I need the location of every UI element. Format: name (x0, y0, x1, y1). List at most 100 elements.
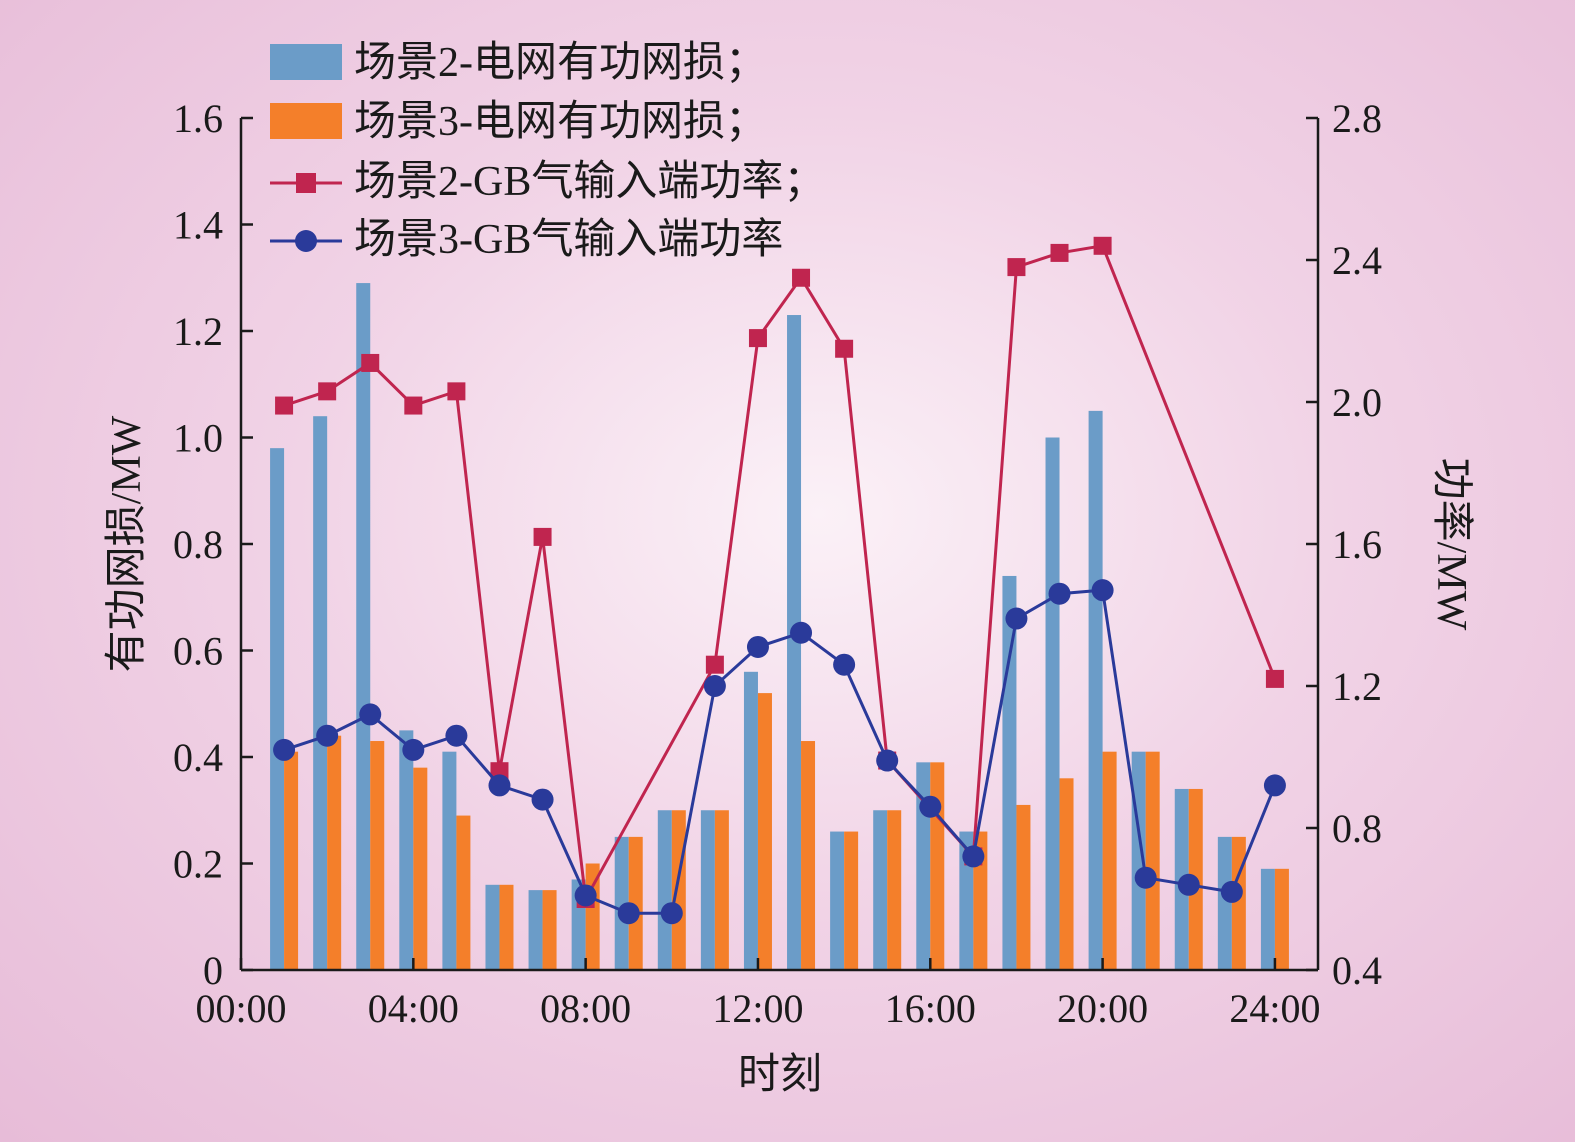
bar-series2-hour-5 (442, 751, 457, 970)
marker-series2-point-12 (748, 329, 767, 348)
bar-series3-hour-21 (1145, 751, 1160, 970)
marker-series2-point-24 (1265, 669, 1284, 688)
bar-series3-hour-3 (370, 741, 385, 970)
bar-series2-hour-15 (873, 810, 888, 970)
bar-series2-hour-24 (1260, 868, 1275, 970)
bar-series2-hour-2 (313, 416, 328, 970)
bar-series2-hour-19 (1045, 437, 1060, 970)
marker-series3-point-22 (1177, 873, 1200, 896)
x-tick-label: 08:00 (540, 986, 631, 1031)
line-series2 (283, 244, 1277, 904)
marker-series2-point-3 (361, 353, 380, 372)
marker-series3-point-15 (876, 749, 899, 772)
marker-series2-point-11 (705, 655, 724, 674)
bar-series2-hour-6 (485, 884, 500, 970)
legend-marker-square-scenario2 (296, 173, 316, 193)
marker-series2-point-14 (835, 339, 854, 358)
bar-series3-hour-2 (327, 735, 342, 970)
marker-series2-point-20 (1093, 236, 1112, 255)
x-axis-title: 时刻 (738, 1052, 822, 1098)
bar-series2-hour-1 (270, 448, 285, 970)
marker-series2-point-2 (318, 382, 337, 401)
legend-label-bar-scenario2: 场景2-电网有功网损； (354, 40, 767, 86)
marker-series3-point-1 (273, 738, 296, 761)
left-tick-label: 0.4 (173, 735, 223, 780)
marker-series3-point-13 (790, 621, 813, 644)
marker-series2-point-19 (1050, 243, 1069, 262)
bar-series3-hour-23 (1231, 836, 1246, 970)
bar-series2-hour-14 (830, 831, 845, 970)
marker-series2-point-4 (404, 396, 423, 415)
bar-series3-hour-19 (1059, 778, 1074, 970)
marker-series3-point-14 (833, 653, 856, 676)
ticks-layer: 0 0.2 0.4 0.6 0.8 1.0 1.2 1.4 1.6 0.4 0.8 1.2 1.6 2.0… (173, 96, 1382, 1031)
bar-series2-hour-7 (528, 890, 543, 970)
x-tick-label: 24:00 (1229, 986, 1320, 1031)
bar-series3-hour-24 (1274, 868, 1289, 970)
legend-swatch-bar-scenario3 (270, 103, 342, 139)
marker-series2-point-13 (792, 268, 811, 287)
x-tick-label: 12:00 (712, 986, 803, 1031)
left-tick-label: 1.0 (173, 416, 223, 461)
bar-series2-hour-20 (1088, 410, 1103, 970)
bar-series3-hour-14 (844, 831, 859, 970)
marker-series3-point-16 (919, 795, 942, 818)
marker-series2-point-18 (1007, 258, 1026, 277)
bar-series3-hour-16 (930, 762, 945, 970)
bar-series3-hour-20 (1102, 751, 1117, 970)
left-tick-label: 1.4 (173, 203, 223, 248)
bar-series3-hour-18 (1016, 804, 1031, 970)
bar-series3-hour-4 (413, 767, 428, 970)
left-axis-title: 有功网损/MW (104, 415, 150, 672)
left-tick-label: 0.2 (173, 842, 223, 887)
marker-series3-point-3 (359, 703, 382, 726)
left-tick-label: 1.6 (173, 96, 223, 141)
bar-series2-hour-10 (657, 810, 672, 970)
bar-series3-hour-1 (284, 751, 299, 970)
line-series3 (283, 588, 1277, 915)
bar-series3-hour-5 (456, 815, 471, 970)
bar-series3-hour-15 (887, 810, 902, 970)
bar-series2-hour-3 (356, 283, 371, 970)
lines-layer (273, 236, 1286, 925)
right-tick-label: 2.8 (1332, 96, 1382, 141)
x-tick-label: 00:00 (195, 986, 286, 1031)
bar-series3-hour-10 (671, 810, 686, 970)
marker-series3-point-21 (1134, 866, 1157, 889)
bar-series3-hour-6 (499, 884, 514, 970)
marker-series2-point-7 (533, 527, 552, 546)
legend-label-line-scenario2: 场景2-GB气输入端功率； (354, 158, 825, 205)
marker-series3-point-12 (746, 635, 769, 658)
bar-series3-hour-13 (801, 741, 816, 970)
legend-label-line-scenario3: 场景3-GB气输入端功率 (354, 216, 783, 263)
marker-series2-point-1 (275, 396, 294, 415)
marker-series3-point-9 (617, 902, 640, 925)
x-tick-label: 04:00 (368, 986, 459, 1031)
legend-swatch-bar-scenario2 (270, 44, 342, 80)
left-tick-label: 1.2 (173, 309, 223, 354)
x-tick-label: 16:00 (885, 986, 976, 1031)
left-tick-label: 0.6 (173, 629, 223, 674)
marker-series3-point-24 (1263, 774, 1286, 797)
marker-series3-point-4 (402, 738, 425, 761)
right-tick-label: 1.6 (1332, 522, 1382, 567)
x-tick-label: 20:00 (1057, 986, 1148, 1031)
marker-series3-point-10 (660, 902, 683, 925)
right-tick-label: 0.8 (1332, 806, 1382, 851)
bar-series2-hour-4 (399, 730, 414, 970)
left-tick-label: 0.8 (173, 522, 223, 567)
bar-series2-hour-12 (743, 671, 758, 970)
bars-layer (270, 283, 1289, 970)
bar-series2-hour-11 (700, 810, 715, 970)
right-axis-title: 功率/MW (1428, 458, 1475, 631)
marker-series3-point-7 (531, 788, 554, 811)
marker-series3-point-19 (1048, 582, 1071, 605)
bar-series2-hour-13 (787, 315, 802, 970)
marker-series3-point-17 (962, 845, 985, 868)
bar-series3-hour-12 (757, 693, 772, 970)
marker-series3-point-2 (316, 724, 339, 747)
legend-label-bar-scenario3: 场景3-电网有功网损； (354, 99, 767, 145)
marker-series3-point-23 (1220, 880, 1243, 903)
right-tick-label: 1.2 (1332, 664, 1382, 709)
